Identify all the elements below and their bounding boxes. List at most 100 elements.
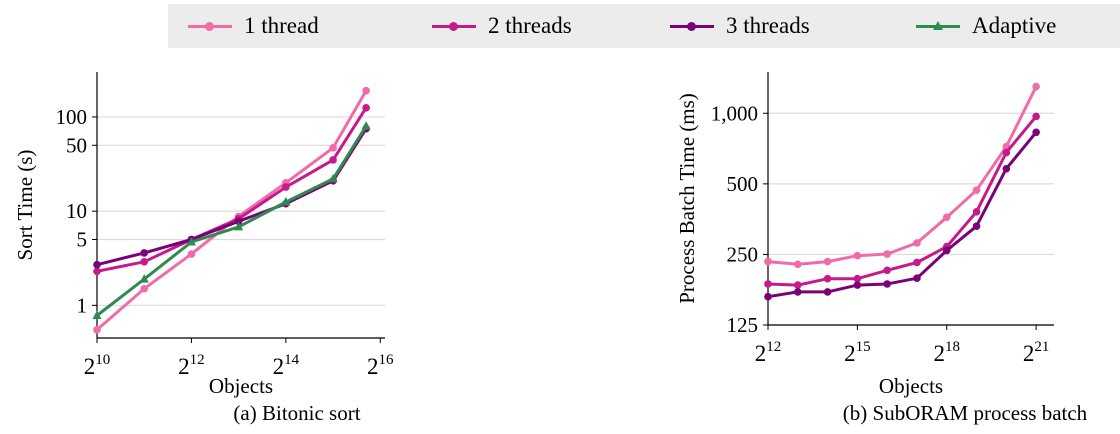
data-point xyxy=(883,266,891,275)
data-point xyxy=(281,197,291,206)
data-point xyxy=(972,186,981,194)
data-point xyxy=(140,284,149,293)
data-point xyxy=(764,280,772,288)
chart-caption: (b) SubORAM process batch xyxy=(843,401,1088,425)
y-tick-label: 5 xyxy=(77,227,88,251)
data-point xyxy=(93,325,101,334)
data-point xyxy=(234,221,244,231)
x-tick-label: 210 xyxy=(84,352,111,379)
legend-marker xyxy=(687,21,696,31)
y-tick-label: 250 xyxy=(727,242,759,266)
y-axis-label: Process Batch Time (ms) xyxy=(675,93,699,304)
x-tick-label: 212 xyxy=(178,352,205,379)
series-1-thread xyxy=(764,82,1040,269)
series-2-threads xyxy=(764,112,1040,289)
data-point xyxy=(187,250,196,258)
data-point xyxy=(793,260,802,269)
data-point xyxy=(764,257,772,266)
legend-label: 1 thread xyxy=(244,13,319,38)
data-point xyxy=(329,156,337,164)
legend-item-3-threads: 3 threads xyxy=(670,4,810,48)
y-tick-label: 1 xyxy=(77,293,88,317)
data-point xyxy=(1032,112,1040,121)
data-point xyxy=(1002,148,1011,157)
data-point xyxy=(93,267,101,276)
series-line xyxy=(96,106,368,273)
data-point xyxy=(942,246,951,255)
series-adaptive xyxy=(92,121,371,319)
y-tick-label: 125 xyxy=(727,313,759,337)
y-axis-label: Sort Time (s) xyxy=(13,150,37,261)
legend-marker xyxy=(205,21,214,31)
legend: 1 thread 2 threads 3 threads Adaptive xyxy=(168,4,1120,48)
data-point xyxy=(1032,128,1040,137)
x-tick-label: 221 xyxy=(1023,339,1050,366)
data-point xyxy=(361,121,371,130)
data-point xyxy=(823,274,832,283)
x-tick-label: 215 xyxy=(844,339,871,366)
data-point xyxy=(329,144,337,152)
data-point xyxy=(853,274,862,283)
chart-bitonic-sort: 1 5 10 50 100 210 212 214 216 Objects Sort Time (s… xyxy=(13,72,394,425)
x-tick-label: 212 xyxy=(755,339,782,366)
y-tick-label: 100 xyxy=(56,105,88,129)
data-point xyxy=(140,257,149,266)
legend-swatch xyxy=(188,21,232,31)
series-1-thread xyxy=(93,86,370,334)
data-point xyxy=(1032,82,1040,91)
data-point xyxy=(139,274,149,283)
series-line xyxy=(767,85,1038,266)
legend-label: 3 threads xyxy=(726,13,810,38)
x-tick-label: 218 xyxy=(934,339,961,366)
y-tick-label: 10 xyxy=(66,199,87,223)
legend-item-adaptive: Adaptive xyxy=(916,4,1056,48)
data-point xyxy=(140,249,149,257)
y-tick-label: 1,000 xyxy=(711,101,758,125)
data-point xyxy=(883,280,891,288)
legend-swatch xyxy=(670,21,714,31)
data-point xyxy=(913,258,921,267)
data-point xyxy=(853,251,862,260)
data-point xyxy=(93,260,101,269)
data-point xyxy=(282,183,290,191)
legend-swatch xyxy=(916,20,960,30)
x-tick-label: 214 xyxy=(273,352,300,379)
series-line xyxy=(767,115,1038,287)
data-point xyxy=(913,274,921,282)
data-point xyxy=(853,281,862,289)
legend-label: Adaptive xyxy=(972,13,1057,38)
data-point xyxy=(362,86,370,95)
x-axis-label: Objects xyxy=(209,374,273,398)
data-point xyxy=(823,257,832,266)
data-point xyxy=(793,281,802,289)
legend-swatch xyxy=(432,21,476,31)
x-axis-label: Objects xyxy=(879,374,943,398)
data-point xyxy=(972,207,981,216)
data-point xyxy=(362,104,370,112)
legend-marker xyxy=(449,21,458,31)
data-point xyxy=(234,217,243,226)
chart-suboram-process-batch: 125 250 500 1,000 212 215 218 221 Objects Process… xyxy=(675,72,1088,425)
data-point xyxy=(328,173,338,183)
series-line xyxy=(96,127,368,267)
data-point xyxy=(92,310,102,319)
legend-item-2-threads: 2 threads xyxy=(432,4,572,48)
data-point xyxy=(823,288,832,296)
x-tick-label: 216 xyxy=(367,352,394,379)
legend-item-1-thread: 1 thread xyxy=(188,4,319,48)
series-2-threads xyxy=(93,104,370,276)
data-point xyxy=(913,239,921,247)
data-point xyxy=(883,250,891,258)
y-tick-label: 50 xyxy=(66,133,87,157)
data-point xyxy=(1002,164,1011,173)
legend-marker xyxy=(933,20,943,30)
data-point xyxy=(972,222,981,230)
series-3-threads xyxy=(93,124,370,269)
series-3-threads xyxy=(764,128,1040,301)
y-tick-label: 500 xyxy=(727,172,759,196)
series-line xyxy=(767,131,1038,299)
legend-label: 2 threads xyxy=(488,13,572,38)
data-point xyxy=(186,237,196,246)
chart-caption: (a) Bitonic sort xyxy=(233,401,360,425)
